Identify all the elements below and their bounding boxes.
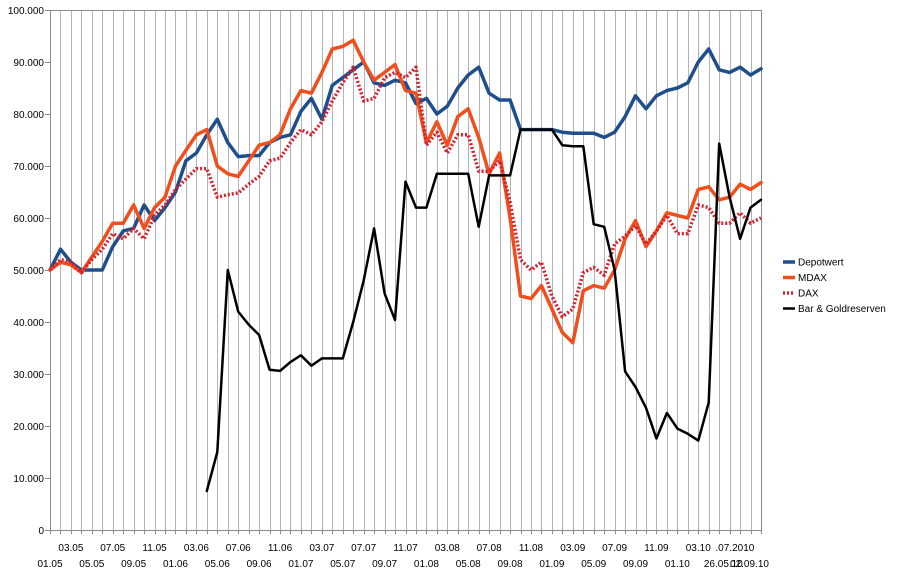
y-tick-label: 30.000 bbox=[13, 370, 44, 381]
x-tick-label-upper: 07.09 bbox=[602, 543, 627, 554]
x-tick-label-lower: 01.08 bbox=[414, 559, 439, 570]
x-tick-label-lower: 05.05 bbox=[79, 559, 104, 570]
y-tick-label: 50.000 bbox=[13, 266, 44, 277]
x-tick-label-upper: 11.08 bbox=[519, 543, 544, 554]
x-tick-label-upper: 11.09 bbox=[644, 543, 669, 554]
x-axis-ticks: 03.05 07.05 11.05 03.06 07.06 11.06 03.07 07.07… bbox=[37, 530, 769, 570]
x-tick-label-lower: 26.05.10 bbox=[704, 559, 743, 570]
y-tick-label: 80.000 bbox=[13, 110, 44, 121]
x-tick-label-upper: 11.05 bbox=[142, 543, 167, 554]
legend-label: Depotwert bbox=[798, 258, 844, 269]
x-tick-label-lower: 09.09 bbox=[623, 559, 648, 570]
x-tick-label-upper: 07.05 bbox=[100, 543, 125, 554]
x-tick-label-lower: 05.08 bbox=[456, 559, 481, 570]
y-tick-label: 20.000 bbox=[13, 422, 44, 433]
x-tick-label-lower: 05.09 bbox=[581, 559, 606, 570]
x-tick-label-lower: 01.10 bbox=[665, 559, 690, 570]
x-tick-label-upper: 03.08 bbox=[435, 543, 460, 554]
legend-label: MDAX bbox=[798, 273, 827, 284]
x-tick-label-lower: 02.09.10 bbox=[730, 559, 769, 570]
x-tick-label-lower: 01.09 bbox=[539, 559, 564, 570]
x-tick-label-upper: .07.2010 bbox=[715, 543, 754, 554]
y-tick-label: 10.000 bbox=[13, 474, 44, 485]
y-axis-ticks: 0 10.000 20.000 30.000 40.000 50.000 60.000 70.… bbox=[8, 6, 50, 537]
y-tick-label: 40.000 bbox=[13, 318, 44, 329]
x-tick-label-upper: 07.06 bbox=[226, 543, 251, 554]
x-tick-label-upper: 07.07 bbox=[351, 543, 376, 554]
y-tick-label: 60.000 bbox=[13, 214, 44, 225]
x-tick-label-lower: 09.08 bbox=[498, 559, 523, 570]
x-tick-label-upper: 07.08 bbox=[477, 543, 502, 554]
x-tick-label-upper: 03.07 bbox=[309, 543, 334, 554]
x-tick-label-lower: 01.05 bbox=[37, 559, 62, 570]
y-tick-label: 70.000 bbox=[13, 162, 44, 173]
x-tick-label-lower: 05.06 bbox=[205, 559, 230, 570]
x-tick-label-lower: 05.07 bbox=[330, 559, 355, 570]
series-lines bbox=[48, 38, 763, 493]
x-tick-label-lower: 01.07 bbox=[288, 559, 313, 570]
y-tick-label: 100.000 bbox=[8, 6, 45, 17]
series-line-dax bbox=[48, 65, 762, 319]
x-tick-label-upper: 03.10 bbox=[686, 543, 711, 554]
y-tick-label: 0 bbox=[38, 526, 44, 537]
y-tick-label: 90.000 bbox=[13, 58, 44, 69]
gridlines bbox=[60, 10, 752, 530]
x-tick-label-upper: 11.06 bbox=[268, 543, 293, 554]
x-tick-label-upper: 03.06 bbox=[184, 543, 209, 554]
x-tick-label-lower: 01.06 bbox=[163, 559, 188, 570]
x-tick-label-upper: 03.09 bbox=[560, 543, 585, 554]
x-tick-label-lower: 09.05 bbox=[121, 559, 146, 570]
series-line-bar-goldreserven bbox=[205, 128, 763, 493]
x-tick-label-upper: 11.07 bbox=[393, 543, 418, 554]
x-tick-label-lower: 09.06 bbox=[247, 559, 272, 570]
legend-label: DAX bbox=[798, 289, 819, 300]
x-tick-label-lower: 09.07 bbox=[372, 559, 397, 570]
legend: Depotwert MDAX DAX Bar & Goldreserven bbox=[783, 258, 886, 315]
x-tick-label-upper: 03.05 bbox=[58, 543, 83, 554]
legend-label: Bar & Goldreserven bbox=[798, 304, 886, 315]
